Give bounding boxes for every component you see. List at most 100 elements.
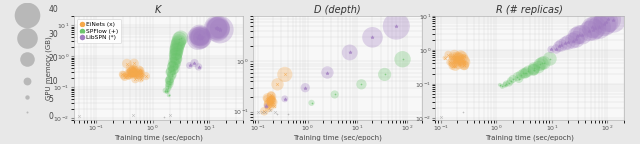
Point [454,62,464,64]
Point [459,61,469,64]
Point [367,36,378,38]
Point [534,66,544,68]
Point [449,61,459,63]
Point [170,56,180,58]
Point [260,111,270,113]
Point [22,14,33,17]
Point [518,72,529,74]
Title: K: K [156,5,161,15]
Point [162,90,172,92]
Point [136,78,146,80]
Point [173,40,184,43]
Point [141,75,151,77]
Point [280,73,290,76]
Point [594,26,604,28]
Point [124,73,134,75]
Point [280,98,290,100]
Point [452,56,463,58]
Point [127,74,137,76]
Point [170,63,180,66]
Point [261,105,271,107]
Point [529,69,539,71]
Point [261,105,271,107]
Point [257,111,267,113]
Point [577,34,588,36]
Point [266,95,276,98]
Point [125,68,136,70]
Point [131,71,141,74]
Point [170,58,180,60]
Point [134,76,145,79]
Point [136,73,146,75]
Point [512,75,522,78]
Point [584,30,595,32]
Point [130,78,140,80]
Point [171,48,181,51]
Point [134,76,145,79]
Point [266,94,276,96]
Point [545,58,555,60]
Point [273,83,283,85]
Point [164,94,174,96]
Point [165,71,175,73]
Point [267,101,277,103]
Point [127,71,137,73]
Point [164,83,175,86]
Point [193,37,204,40]
Point [173,42,184,44]
Point [196,37,206,39]
Point [515,74,525,76]
Point [508,78,518,80]
Point [131,75,141,78]
Point [330,93,340,96]
Point [451,57,461,60]
Point [443,53,453,56]
Point [458,59,468,61]
Point [131,73,141,75]
Point [129,69,140,71]
Point [563,41,573,43]
Point [546,48,556,51]
Point [212,27,223,30]
Point [273,83,283,85]
Point [604,18,614,21]
Point [193,66,204,68]
Point [171,52,181,54]
Point [447,65,458,67]
Point [132,74,142,76]
Point [452,60,463,62]
Point [448,62,458,65]
Point [196,35,207,38]
Point [268,97,278,99]
Point [608,19,618,21]
Point [307,102,317,104]
Point [127,73,137,75]
Point [172,52,182,55]
Point [137,74,147,77]
Point [604,18,614,21]
Point [545,58,555,60]
Point [451,57,461,60]
Point [556,44,566,47]
Point [127,74,137,76]
Point [168,61,179,64]
Point [122,62,132,65]
Point [195,34,205,36]
Point [124,75,134,78]
Point [262,97,272,100]
Point [265,103,275,105]
Point [518,72,529,74]
Point [535,63,545,66]
Point [175,37,186,39]
Point [211,27,221,29]
Point [170,61,180,64]
Point [268,97,278,99]
Point [164,79,175,82]
Point [126,70,136,72]
Point [529,68,539,71]
Point [159,116,170,118]
Point [300,87,310,89]
Point [391,25,401,27]
Point [163,83,173,85]
Point [174,38,184,40]
